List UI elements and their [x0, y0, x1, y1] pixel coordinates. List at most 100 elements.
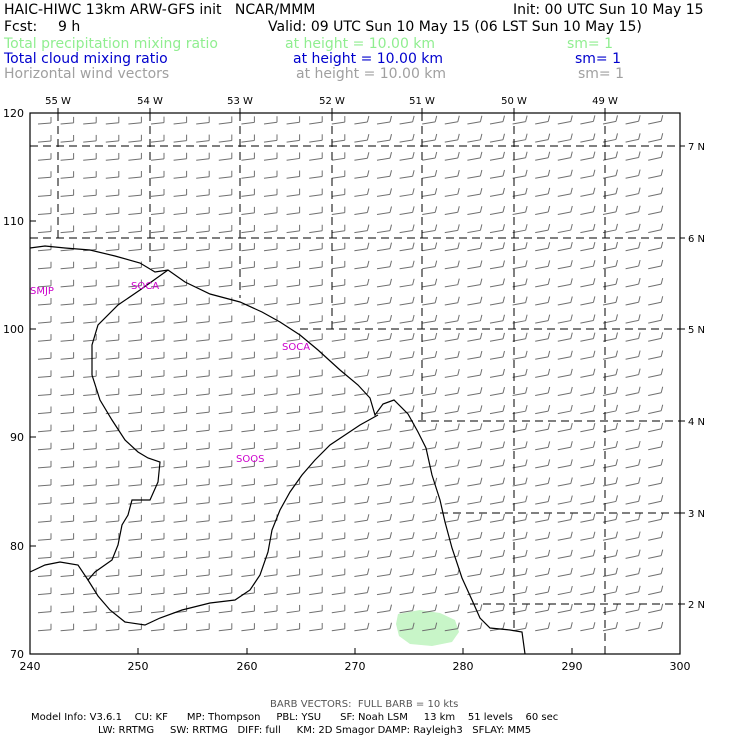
wind-barb-shaft — [648, 229, 662, 234]
wind-barb-shaft — [512, 483, 526, 487]
wind-barb-shaft — [218, 321, 232, 324]
wind-barb-shaft — [557, 573, 571, 577]
wind-barb-flag — [615, 133, 618, 140]
wind-barb-flag — [547, 622, 551, 629]
wind-barb-shaft — [557, 157, 571, 161]
wind-barb-shaft — [489, 483, 504, 487]
wind-barb-flag — [434, 369, 438, 376]
wind-barb-shaft — [467, 356, 481, 360]
wind-barb-flag — [502, 187, 505, 195]
wind-barb-shaft — [150, 411, 165, 415]
wind-barb-flag — [660, 440, 664, 448]
wind-barb-flag — [547, 567, 551, 575]
wind-barb-flag — [502, 133, 505, 140]
wind-barb-shaft — [37, 339, 52, 342]
wind-barb-flag — [366, 622, 370, 629]
wind-barb-flag — [389, 495, 392, 503]
wind-barb-shaft — [128, 357, 142, 360]
wind-barb-shaft — [489, 446, 504, 451]
wind-barb-shaft — [354, 248, 368, 252]
wind-barb-shaft — [535, 157, 549, 161]
wind-barb-shaft — [60, 249, 74, 252]
wind-barb-shaft — [241, 393, 255, 396]
wind-barb-flag — [592, 205, 596, 213]
wind-barb-flag — [525, 477, 528, 484]
wind-barb-shaft — [399, 610, 413, 614]
wind-barb-shaft — [376, 193, 391, 197]
wind-barb-shaft — [196, 502, 210, 505]
wind-barb-shaft — [331, 592, 345, 596]
wind-barb-shaft — [196, 592, 210, 596]
wind-barb-flag — [389, 333, 392, 340]
wind-barb-shaft — [37, 267, 52, 270]
wind-barb-shaft — [648, 283, 662, 288]
wind-barb-flag — [479, 350, 483, 358]
wind-barbs — [37, 115, 664, 632]
wind-barb-shaft — [105, 520, 119, 523]
wind-barb-shaft — [557, 482, 571, 487]
wind-barb-flag — [525, 133, 528, 140]
wind-barb-flag — [615, 585, 618, 593]
wind-barb-flag — [547, 513, 551, 520]
wind-barb-flag — [592, 332, 596, 339]
wind-barb-shaft — [399, 266, 413, 270]
wind-barb-shaft — [83, 158, 97, 161]
wind-barb-shaft — [535, 501, 549, 505]
wind-barb-shaft — [625, 247, 639, 252]
wind-barb-flag — [434, 278, 438, 285]
wind-barb-shaft — [128, 610, 142, 614]
wind-barb-shaft — [422, 465, 436, 469]
wind-barb-shaft — [196, 158, 210, 161]
wind-barb-flag — [502, 151, 505, 158]
wind-barb-flag — [457, 531, 460, 539]
wind-barb-shaft — [512, 229, 526, 234]
wind-barb-shaft — [467, 628, 481, 632]
wind-barb-shaft — [580, 464, 594, 469]
wind-barb-flag — [547, 224, 551, 231]
wind-barb-shaft — [648, 518, 662, 523]
wind-barb-flag — [412, 115, 415, 123]
wind-barb-shaft — [105, 375, 119, 378]
wind-barb-shaft — [263, 411, 278, 415]
wind-barb-shaft — [83, 556, 97, 559]
wind-barb-flag — [615, 422, 618, 430]
wind-barb-flag — [660, 296, 664, 303]
wind-barb-flag — [638, 368, 641, 375]
wind-barb-flag — [434, 151, 438, 159]
wind-barb-flag — [412, 495, 415, 503]
wind-barb-shaft — [241, 429, 255, 433]
wind-barb-shaft — [354, 592, 368, 596]
wind-barb-flag — [615, 386, 618, 393]
wind-barb-shaft — [557, 175, 571, 179]
wind-barb-flag — [389, 423, 392, 430]
wind-barb-shaft — [354, 429, 368, 433]
wind-barb-flag — [434, 495, 438, 503]
right-lat-ticks — [680, 145, 685, 605]
wind-barb-flag — [457, 550, 460, 557]
wind-barb-shaft — [218, 212, 232, 215]
wind-barb-shaft — [444, 211, 458, 215]
wind-barb-flag — [457, 423, 460, 430]
wind-barb-shaft — [150, 357, 165, 360]
wind-barb-flag — [366, 333, 370, 340]
wind-barb-flag — [366, 586, 370, 593]
wind-barb-flag — [457, 477, 460, 484]
wind-barb-shaft — [60, 466, 74, 469]
wind-barb-flag — [434, 586, 438, 593]
wind-barb-shaft — [648, 428, 662, 433]
field-cloud-level: at height = 10.00 km — [293, 51, 444, 67]
wind-barb-flag — [660, 495, 664, 502]
wind-barb-shaft — [241, 339, 255, 342]
wind-barb-shaft — [60, 411, 74, 415]
wind-barb-shaft — [535, 573, 549, 577]
wind-barb-shaft — [648, 410, 662, 415]
wind-barb-flag — [502, 531, 505, 539]
wind-barb-flag — [389, 477, 392, 485]
wind-barb-flag — [525, 314, 528, 321]
wind-barb-flag — [389, 206, 392, 213]
wind-barb-shaft — [263, 483, 278, 487]
wind-barb-shaft — [535, 392, 549, 396]
wind-barb-flag — [570, 459, 573, 466]
wind-barb-shaft — [218, 538, 232, 541]
wind-barb-shaft — [489, 428, 504, 433]
